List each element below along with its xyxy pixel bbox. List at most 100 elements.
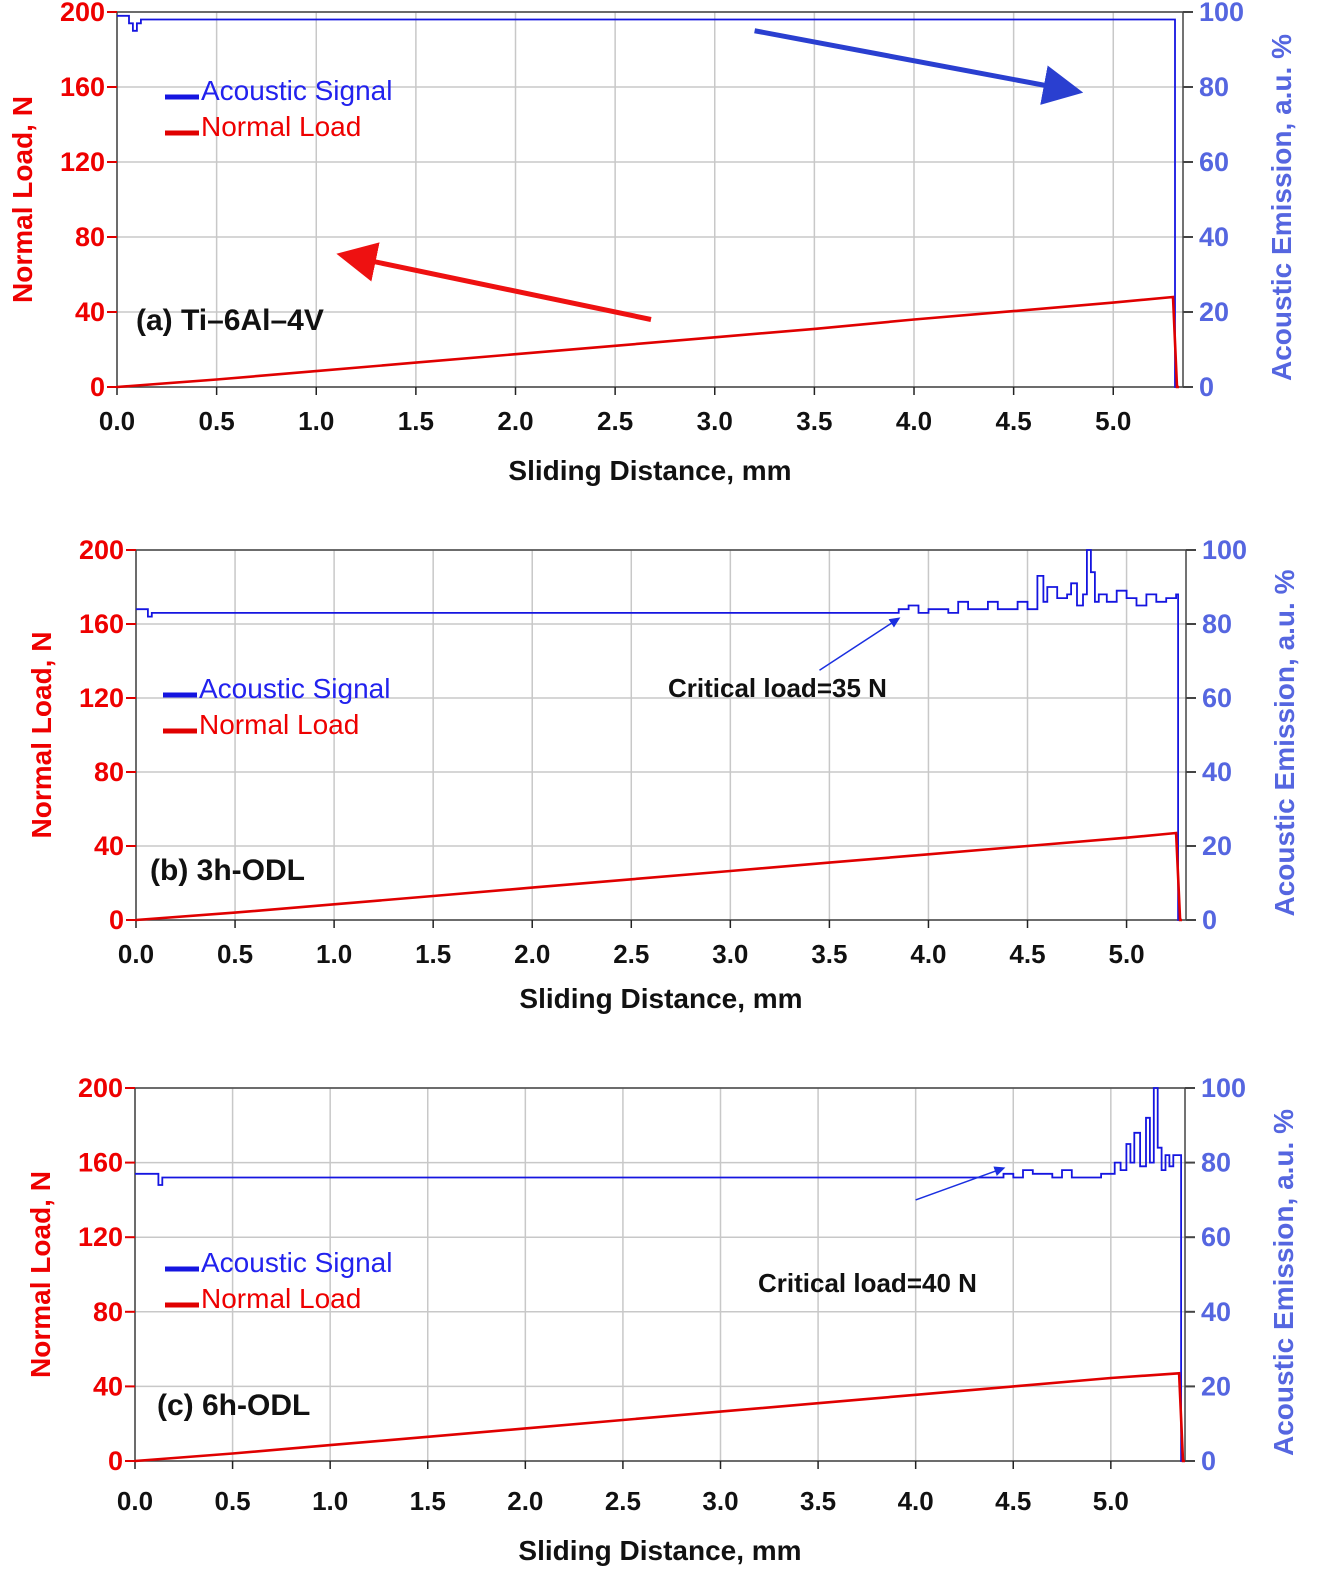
normal-load-line xyxy=(135,831,1182,922)
legend-label: Normal Load xyxy=(199,709,359,740)
critical-load-annotation: Critical load=40 N xyxy=(758,1268,977,1298)
x-tick-label: 3.5 xyxy=(796,406,832,436)
x-tick-label: 2.0 xyxy=(507,1486,543,1516)
plot-frame xyxy=(135,549,1187,921)
panel-label: (a) Ti–6Al–4V xyxy=(136,304,324,337)
x-tick-label: 0.0 xyxy=(99,406,135,436)
plot-frame xyxy=(134,1087,1186,1462)
y-tick-label: 120 xyxy=(60,147,105,177)
y-tick-label: 0 xyxy=(90,372,105,402)
y2-tick-label: 80 xyxy=(1199,72,1229,102)
y-tick-label: 120 xyxy=(78,1222,123,1252)
x-tick-label: 3.5 xyxy=(811,939,847,969)
y2-tick-label: 0 xyxy=(1199,372,1214,402)
x-tick-label: 2.5 xyxy=(597,406,633,436)
y-axis-label: Normal Load, N xyxy=(7,96,38,303)
x-tick-label: 0.5 xyxy=(217,939,253,969)
plot-frame xyxy=(116,11,1184,388)
chart-panel-3: 0.0 0.5 1.0 1.5 2.0 2.5 3.0 3.5 4.0 4.5 5.0 0 40 80 12… xyxy=(25,1073,1299,1566)
y-tick-label: 40 xyxy=(94,831,124,861)
legend-label: Acoustic Signal xyxy=(201,1247,392,1278)
arrow xyxy=(336,242,652,322)
y-tick-label: 40 xyxy=(75,297,105,327)
arrow xyxy=(754,28,1084,105)
x-tick-label: 2.5 xyxy=(613,939,649,969)
y-tick-label: 120 xyxy=(79,683,124,713)
y2-tick-label: 100 xyxy=(1199,0,1244,27)
legend-label: Acoustic Signal xyxy=(201,75,392,106)
acoustic-signal-line xyxy=(117,14,1177,388)
x-tick-label: 3.0 xyxy=(712,939,748,969)
y-axis-label: Normal Load, N xyxy=(26,632,57,839)
y-tick-label: 0 xyxy=(109,905,124,935)
y2-tick-label: 20 xyxy=(1201,1371,1231,1401)
y2-tick-label: 100 xyxy=(1201,1073,1246,1103)
x-tick-label: 3.0 xyxy=(697,406,733,436)
legend: Acoustic Signal Normal Load xyxy=(163,673,390,740)
x-tick-label: 4.0 xyxy=(896,406,932,436)
y-tick-label: 200 xyxy=(79,535,124,565)
y-tick-label: 160 xyxy=(78,1148,123,1178)
y2-tick-label: 60 xyxy=(1202,683,1232,713)
y2-tick-label: 20 xyxy=(1202,831,1232,861)
acoustic-signal-line xyxy=(135,1087,1185,1462)
x-axis-label: Sliding Distance, mm xyxy=(518,1535,801,1566)
x-tick-label: 3.5 xyxy=(800,1486,836,1516)
y2-tick-label: 80 xyxy=(1202,609,1232,639)
chart-panel-1: 0.0 0.5 1.0 1.5 2.0 2.5 3.0 3.5 4.0 4.5 5.0 0 40 80 12… xyxy=(7,0,1297,486)
y2-tick-label: 0 xyxy=(1201,1446,1216,1476)
x-tick-label: 0.5 xyxy=(199,406,235,436)
x-tick-label: 0.0 xyxy=(117,1486,153,1516)
x-tick-label: 4.5 xyxy=(996,406,1032,436)
x-tick-label: 5.0 xyxy=(1108,939,1144,969)
panel-label: (c) 6h-ODL xyxy=(157,1389,310,1422)
legend-label: Normal Load xyxy=(201,111,361,142)
y2-tick-label: 40 xyxy=(1199,222,1229,252)
x-tick-label: 5.0 xyxy=(1095,406,1131,436)
y2-tick-label: 20 xyxy=(1199,297,1229,327)
critical-load-annotation: Critical load=35 N xyxy=(668,673,887,703)
y2-tick-label: 60 xyxy=(1199,147,1229,177)
x-tick-label: 5.0 xyxy=(1093,1486,1129,1516)
x-tick-label: 2.0 xyxy=(514,939,550,969)
y2-tick-label: 40 xyxy=(1201,1297,1231,1327)
x-tick-label: 4.0 xyxy=(898,1486,934,1516)
x-tick-label: 0.0 xyxy=(118,939,154,969)
chart-panel-2: 0.0 0.5 1.0 1.5 2.0 2.5 3.0 3.5 4.0 4.5 5.0 0 40 80 12… xyxy=(26,535,1300,1014)
y2-tick-label: 60 xyxy=(1201,1222,1231,1252)
legend-label: Acoustic Signal xyxy=(199,673,390,704)
x-axis-label: Sliding Distance, mm xyxy=(519,983,802,1014)
normal-load-line xyxy=(134,1371,1185,1463)
x-tick-label: 0.5 xyxy=(215,1486,251,1516)
x-tick-label: 1.0 xyxy=(316,939,352,969)
x-tick-label: 1.5 xyxy=(415,939,451,969)
x-tick-label: 2.0 xyxy=(497,406,533,436)
legend: Acoustic Signal Normal Load xyxy=(165,1247,392,1314)
y2-tick-label: 100 xyxy=(1202,535,1247,565)
x-tick-label: 2.5 xyxy=(605,1486,641,1516)
y-tick-label: 40 xyxy=(93,1371,123,1401)
arrow xyxy=(819,617,901,671)
x-tick-label: 1.0 xyxy=(298,406,334,436)
x-tick-label: 1.5 xyxy=(398,406,434,436)
y-tick-label: 160 xyxy=(60,72,105,102)
y-tick-label: 80 xyxy=(94,757,124,787)
x-tick-label: 4.5 xyxy=(995,1486,1031,1516)
y2-axis-label: Acoustic Emission, a.u. % xyxy=(1266,34,1297,381)
x-tick-label: 1.5 xyxy=(410,1486,446,1516)
y-tick-label: 80 xyxy=(93,1297,123,1327)
x-tick-label: 4.0 xyxy=(910,939,946,969)
x-tick-label: 3.0 xyxy=(702,1486,738,1516)
y-tick-label: 80 xyxy=(75,222,105,252)
x-axis-label: Sliding Distance, mm xyxy=(508,455,791,486)
acoustic-signal-line xyxy=(136,549,1181,921)
y-axis-label: Normal Load, N xyxy=(25,1171,56,1378)
arrow xyxy=(915,1166,1006,1201)
y-tick-label: 160 xyxy=(79,609,124,639)
normal-load-line xyxy=(116,295,1179,389)
legend: Acoustic Signal Normal Load xyxy=(165,75,392,142)
x-tick-label: 1.0 xyxy=(312,1486,348,1516)
legend-label: Normal Load xyxy=(201,1283,361,1314)
y-tick-label: 200 xyxy=(78,1073,123,1103)
